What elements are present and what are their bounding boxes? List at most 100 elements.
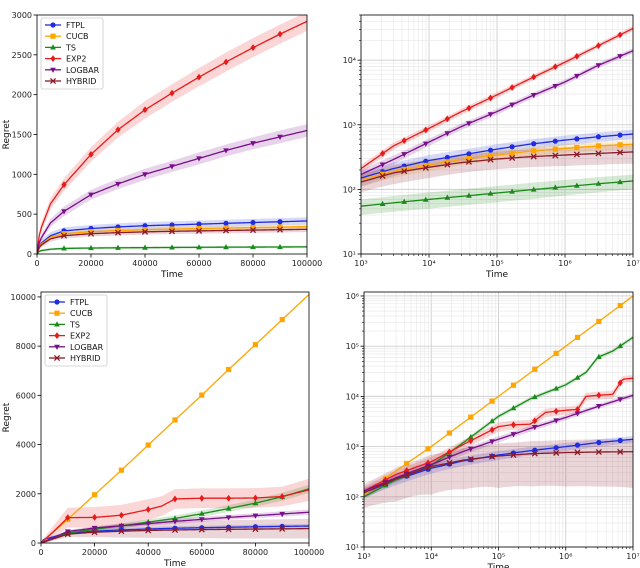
- x-tick-label: 10⁷: [626, 259, 639, 268]
- marker-cucb: [425, 446, 431, 452]
- marker-cucb: [489, 398, 495, 404]
- marker-logbar: [169, 164, 175, 170]
- x-tick-label: 10⁶: [559, 552, 572, 561]
- marker-ts: [552, 184, 559, 190]
- band-logbar: [41, 509, 309, 543]
- marker-hybrid: [118, 528, 125, 535]
- marker-logbar: [401, 152, 408, 158]
- marker-ftpl: [553, 445, 559, 451]
- marker-hybrid: [489, 453, 496, 460]
- marker-ts: [172, 515, 178, 521]
- band-ts: [364, 335, 633, 500]
- marker-logbar: [252, 513, 259, 519]
- marker-exp2: [446, 448, 452, 456]
- band-logbar: [364, 393, 633, 495]
- line-hybrid: [361, 151, 633, 183]
- marker-exp2: [226, 494, 232, 502]
- x-tick-label: 10⁶: [558, 259, 571, 268]
- marker-ts: [277, 243, 283, 250]
- marker-exp2: [553, 407, 559, 415]
- marker-cucb: [596, 318, 602, 325]
- marker-cucb: [92, 492, 98, 498]
- y-tick-label: 2500: [12, 51, 32, 60]
- marker-ts: [466, 192, 472, 198]
- marker-hybrid: [465, 158, 472, 165]
- band-exp2: [37, 15, 307, 254]
- legend-marker-hybrid: [53, 354, 61, 362]
- marker-hybrid: [145, 527, 152, 534]
- line-exp2: [361, 27, 633, 170]
- marker-ts: [510, 405, 517, 411]
- band-ftpl: [361, 129, 633, 187]
- marker-logbar: [487, 112, 494, 118]
- legend-label: TS: [69, 320, 80, 329]
- y-tick-label: 3000: [12, 11, 32, 20]
- line-hybrid: [364, 451, 633, 494]
- marker-exp2: [552, 63, 558, 71]
- marker-hybrid: [382, 480, 389, 487]
- legend-label: FTPL: [66, 21, 85, 30]
- legend-label: EXP2: [66, 55, 86, 64]
- marker-hybrid: [574, 449, 581, 456]
- marker-ftpl: [142, 223, 148, 229]
- marker-hybrid: [573, 151, 580, 158]
- panel-top-left: 0 20000 40000 60000 80000 100000 0 500 1000 1500 2…: [2, 11, 322, 280]
- marker-ts: [225, 505, 232, 511]
- marker-ts: [169, 244, 175, 250]
- legend-marker-exp2: [50, 55, 56, 62]
- marker-ftpl: [487, 147, 494, 153]
- legend: FTPL CUCB TS EXP2 LOGBAR HYBRID: [44, 294, 108, 367]
- marker-cucb: [169, 226, 175, 232]
- plot-area: [41, 293, 309, 543]
- marker-hybrid: [91, 529, 98, 536]
- marker-logbar: [444, 131, 451, 137]
- legend-label: FTPL: [70, 298, 89, 307]
- marker-ts: [61, 245, 67, 251]
- marker-ftpl: [617, 132, 623, 138]
- marker-hybrid: [249, 227, 257, 234]
- marker-cucb: [196, 225, 202, 232]
- band-hybrid: [41, 518, 309, 543]
- marker-hybrid: [595, 448, 602, 456]
- marker-logbar: [91, 525, 98, 532]
- marker-ts: [489, 418, 495, 424]
- x-axis-label: Time: [486, 563, 509, 568]
- marker-cucb: [617, 302, 623, 309]
- marker-ts: [196, 244, 202, 250]
- y-axis-label: Regret: [2, 119, 12, 149]
- marker-hybrid: [198, 526, 205, 533]
- y-tick-label: 4000: [16, 441, 36, 450]
- line-exp2: [364, 377, 633, 492]
- marker-exp2: [532, 417, 538, 425]
- panel-top-right: 10³ 10⁴ 10⁵ 10⁶ 10⁷ 10¹ 10² 10³ 10⁴ Time: [343, 14, 640, 280]
- y-tick-label: 1500: [12, 131, 32, 140]
- marker-exp2: [252, 494, 258, 502]
- legend-marker-cucb: [54, 310, 60, 316]
- y-tick-label: 10³: [346, 443, 359, 452]
- y-tick-label: 500: [17, 210, 32, 219]
- marker-ftpl: [423, 158, 429, 164]
- y-tick-label: 2000: [16, 490, 36, 499]
- x-tick-label: 10³: [357, 552, 370, 561]
- marker-ts: [487, 190, 494, 196]
- marker-logbar: [574, 73, 580, 80]
- marker-ts: [530, 186, 537, 192]
- marker-ts: [553, 385, 560, 391]
- x-tick-label: 10⁵: [490, 259, 503, 268]
- marker-ts: [574, 182, 580, 188]
- marker-exp2: [169, 89, 175, 97]
- legend-marker-hybrid: [49, 77, 57, 85]
- marker-cucb: [510, 382, 517, 388]
- marker-ftpl: [277, 219, 283, 225]
- marker-cucb: [279, 316, 285, 323]
- marker-logbar: [617, 397, 624, 403]
- marker-cucb: [252, 342, 258, 348]
- marker-cucb: [466, 155, 472, 162]
- marker-ts: [595, 353, 602, 359]
- marker-exp2: [489, 426, 495, 434]
- marker-exp2: [595, 42, 602, 49]
- marker-cucb: [446, 430, 452, 436]
- y-tick-label: 0: [31, 539, 36, 548]
- marker-exp2: [277, 30, 283, 38]
- marker-cucb: [88, 229, 94, 235]
